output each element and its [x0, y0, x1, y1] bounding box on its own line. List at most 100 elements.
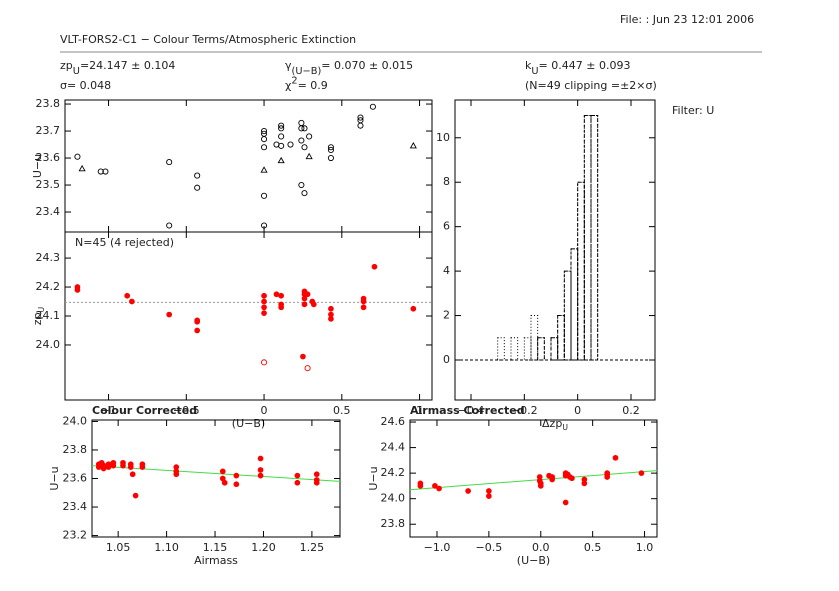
data-point — [612, 454, 619, 461]
page-title: VLT-FORS2-C1 − Colour Terms/Atmospheric … — [60, 33, 356, 46]
data-point — [102, 168, 109, 175]
y-tick-label: 24.0 — [36, 338, 61, 351]
fit-parameter: σ= 0.048 — [60, 79, 111, 92]
x-tick-label: 1.05 — [106, 541, 131, 554]
data-point — [409, 141, 417, 149]
data-point — [261, 359, 268, 366]
data-point — [410, 305, 417, 312]
data-point — [360, 298, 367, 305]
y-tick-label: 24.4 — [381, 441, 406, 454]
y-tick-label: 10 — [436, 131, 450, 144]
data-point — [301, 190, 308, 197]
data-point — [301, 295, 308, 302]
fit-parameter: zpU=24.147 ± 0.104 — [60, 59, 175, 77]
y-tick-label: 24.1 — [36, 309, 61, 322]
x-tick-label: 1 — [416, 404, 423, 417]
data-point — [328, 316, 334, 322]
histogram-bin — [497, 337, 505, 361]
data-point — [465, 488, 471, 494]
fit-parameter-sub: (U−B) — [292, 66, 322, 77]
fit-parameter-main: zp — [60, 59, 73, 72]
data-point — [74, 153, 81, 160]
y-tick-label: 23.8 — [63, 443, 88, 456]
data-point — [301, 125, 308, 132]
fit-parameter-rest: = 0.447 ± 0.093 — [539, 59, 631, 72]
y-tick-label: 23.7 — [36, 124, 61, 137]
histogram-bin — [530, 315, 539, 361]
fit-parameter-main: (N=49 clipping =±2×σ) — [525, 79, 657, 92]
data-point — [562, 499, 569, 506]
histogram-bin — [550, 337, 559, 361]
histogram-bin — [537, 337, 545, 361]
x-tick-label: −0.5 — [476, 541, 503, 554]
data-point — [95, 464, 102, 470]
x-tick-label: 1.10 — [154, 541, 179, 554]
data-point — [173, 471, 180, 478]
x-axis-label: Airmass — [194, 554, 238, 567]
data-point — [273, 291, 280, 298]
data-point — [581, 480, 588, 487]
data-point — [313, 471, 320, 478]
fit-parameter: kU= 0.447 ± 0.093 — [525, 59, 630, 77]
data-point — [304, 291, 311, 298]
histogram-bin — [557, 315, 565, 361]
data-point — [278, 304, 285, 311]
data-point — [124, 292, 131, 299]
annotation: N=45 (4 rejected) — [75, 236, 174, 249]
histogram-bin — [563, 270, 572, 361]
data-point — [304, 365, 311, 372]
data-point — [604, 474, 611, 480]
data-point — [110, 462, 117, 469]
panel-title: Colour Corrected — [92, 404, 197, 417]
y-tick-label: 2 — [443, 309, 450, 322]
data-point — [371, 263, 378, 270]
fit-parameter-main: χ — [285, 79, 292, 92]
plot-frame — [409, 419, 658, 538]
x-tick-label: 0.5 — [333, 404, 351, 417]
y-tick-label: 23.6 — [63, 472, 88, 485]
fit-parameter-main: σ= 0.048 — [60, 79, 111, 92]
data-point — [166, 222, 173, 229]
data-point — [261, 192, 268, 199]
x-axis-label-main: Δzp — [542, 417, 562, 430]
fit-parameter: γ(U−B)= 0.070 ± 0.015 — [285, 59, 413, 77]
histogram-bin — [577, 181, 585, 361]
data-point — [105, 464, 112, 470]
data-point — [305, 152, 313, 160]
panel-title: Airmass Corrected — [410, 404, 525, 417]
histogram-bin — [537, 337, 545, 361]
y-axis-label-main: zp — [31, 312, 44, 325]
y-axis-label: U−u — [31, 154, 44, 178]
data-point — [257, 455, 264, 462]
x-tick-label: 1.25 — [300, 541, 325, 554]
data-point — [120, 462, 126, 469]
y-axis-label: U−u — [48, 466, 61, 490]
data-point — [194, 327, 201, 334]
data-point — [129, 471, 136, 478]
data-point — [436, 485, 442, 492]
y-tick-label: 6 — [443, 220, 450, 233]
histogram-bin — [590, 115, 599, 361]
data-point — [300, 353, 306, 360]
data-point — [278, 133, 285, 140]
y-axis-label: U−u — [367, 466, 380, 490]
fit-parameter-sup: 2 — [291, 75, 297, 86]
data-point — [233, 481, 240, 488]
y-tick-label: 0 — [443, 353, 450, 366]
data-point — [233, 472, 240, 479]
data-point — [194, 184, 201, 191]
histogram-bin — [510, 337, 519, 361]
data-point — [261, 127, 268, 135]
y-tick-label: 23.4 — [63, 500, 88, 513]
data-point — [261, 222, 268, 229]
y-tick-label: 24.2 — [381, 466, 406, 479]
fit-parameter: χ2= 0.9 — [285, 75, 328, 92]
fit-parameter: (N=49 clipping =±2×σ) — [525, 79, 657, 92]
y-axis-label: zpU — [31, 307, 46, 325]
x-tick-label: −1.0 — [424, 541, 451, 554]
y-tick-label: 23.2 — [63, 529, 88, 542]
data-point — [313, 479, 320, 486]
data-point — [78, 164, 86, 172]
y-tick-label: 24.0 — [381, 492, 406, 505]
data-point — [261, 304, 267, 311]
